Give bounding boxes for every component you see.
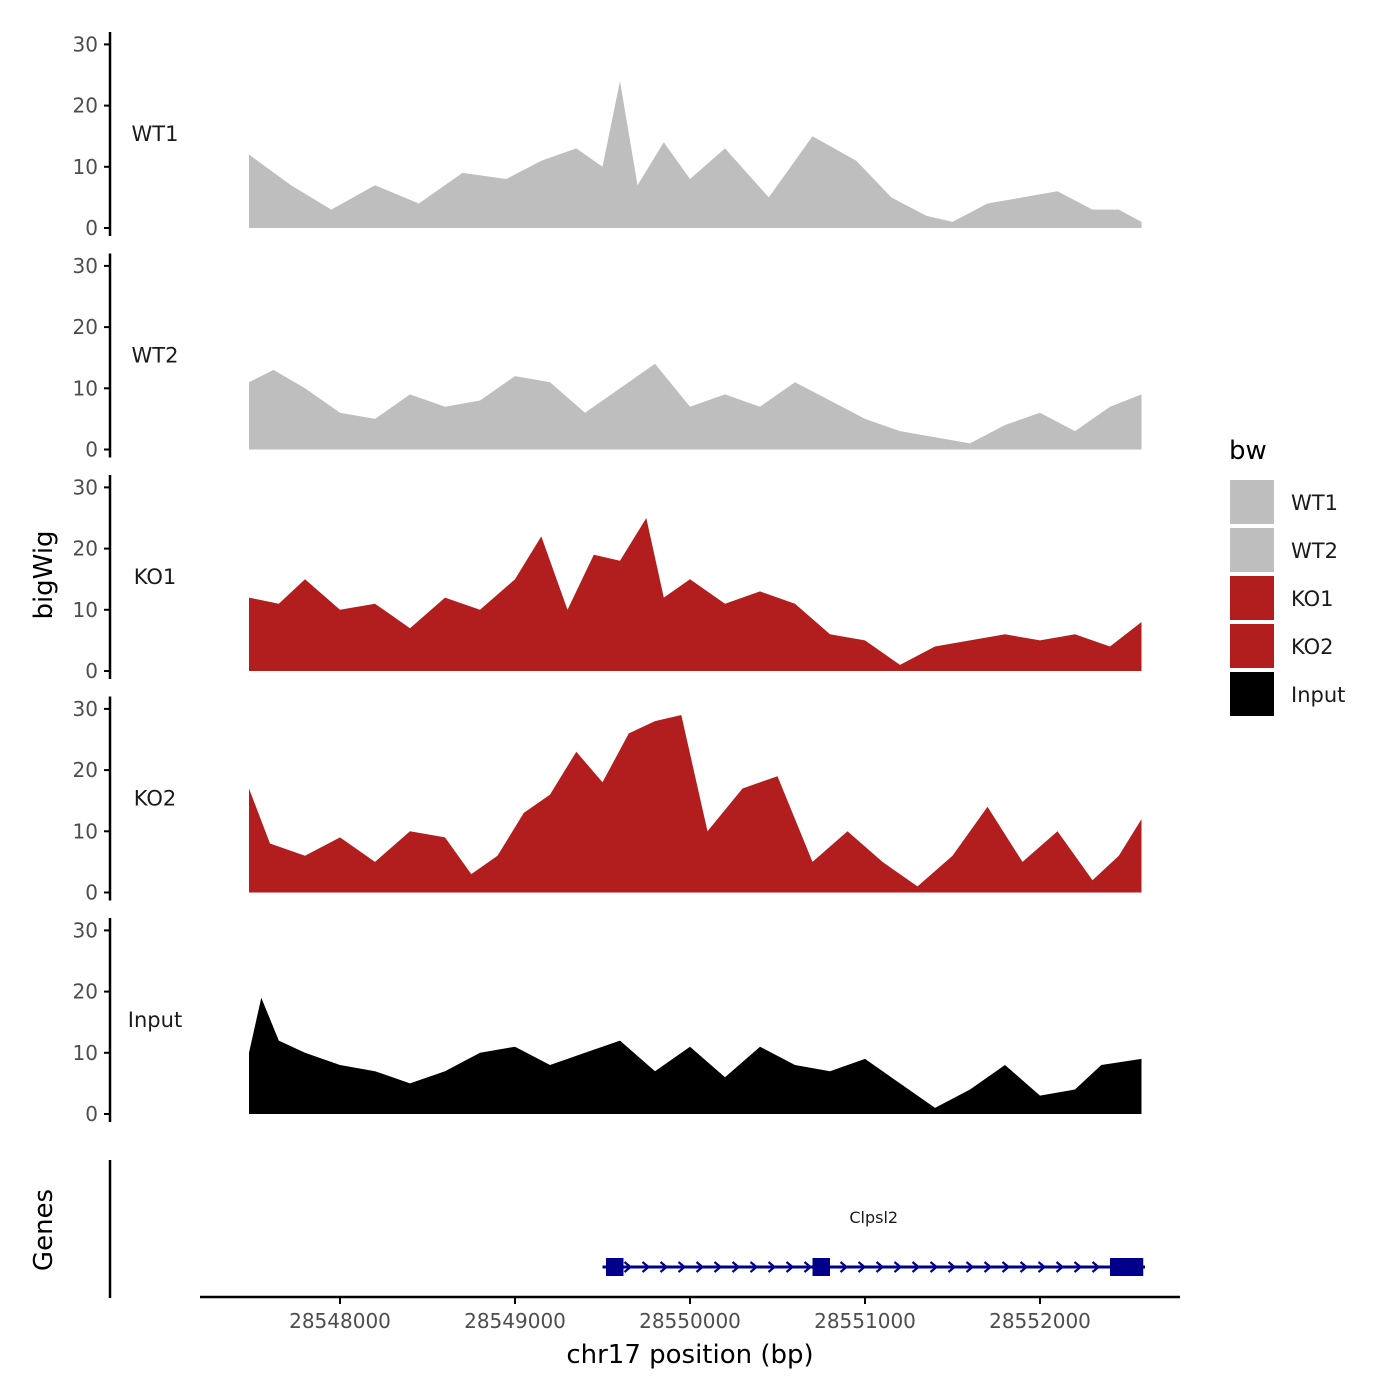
strand-arrow (1055, 1261, 1065, 1273)
y-axis-title: bigWig (29, 530, 59, 619)
legend-swatch-ko1 (1230, 576, 1274, 620)
exon (1110, 1258, 1144, 1276)
signal-area-input (249, 997, 1142, 1114)
strand-arrow (965, 1261, 975, 1273)
y-tick-label: 10 (73, 155, 98, 179)
legend-label-wt2: WT2 (1291, 539, 1338, 563)
y-tick-label: 20 (73, 980, 98, 1004)
y-tick-label: 10 (73, 598, 98, 622)
strand-arrow (641, 1261, 651, 1273)
strand-arrow (929, 1261, 939, 1273)
y-tick-label: 0 (85, 881, 98, 905)
y-tick-label: 30 (73, 475, 98, 499)
y-tick-label: 20 (73, 315, 98, 339)
x-axis: 28548000 28549000 28550000 28551000 28552000 (200, 1295, 1180, 1333)
strand-arrow (1073, 1261, 1083, 1273)
x-axis-title: chr17 position (bp) (566, 1340, 813, 1370)
x-tick-label: 28552000 (989, 1309, 1091, 1333)
legend-label-ko1: KO1 (1291, 587, 1334, 611)
strand-arrow (1019, 1261, 1029, 1273)
track-label: KO1 (134, 565, 177, 589)
y-tick-label: 30 (73, 697, 98, 721)
legend-swatch-ko2 (1230, 624, 1274, 668)
genes-axis-title: Genes (29, 1189, 59, 1271)
y-tick-label: 30 (73, 254, 98, 278)
y-tick-label: 0 (85, 438, 98, 462)
gene-label: Clpsl2 (849, 1208, 898, 1227)
y-tick-label: 20 (73, 94, 98, 118)
track-ko1: 0 10 20 30 KO1 (73, 475, 1142, 683)
y-tick-label: 0 (85, 659, 98, 683)
x-tick-label: 28550000 (639, 1309, 741, 1333)
strand-arrow (695, 1261, 705, 1273)
strand-arrow (803, 1261, 813, 1273)
strand-arrow (911, 1261, 921, 1273)
strand-arrow (947, 1261, 957, 1273)
strand-arrow (893, 1261, 903, 1273)
y-tick-label: 0 (85, 1102, 98, 1126)
strand-arrow (1091, 1261, 1101, 1273)
track-wt2: 0 10 20 30 WT2 (73, 253, 1142, 462)
strand-arrow (623, 1261, 633, 1273)
x-tick-label: 28548000 (289, 1309, 391, 1333)
track-wt1: 0 10 20 30 WT1 (73, 32, 1142, 240)
signal-area-wt1 (249, 81, 1142, 228)
legend-swatch-wt1 (1230, 480, 1274, 524)
x-tick-label: 28551000 (814, 1309, 916, 1333)
track-label: WT1 (132, 122, 179, 146)
exon (812, 1258, 830, 1276)
legend-swatch-input (1230, 672, 1274, 716)
y-tick-label: 0 (85, 216, 98, 240)
strand-arrow (749, 1261, 759, 1273)
strand-arrow (785, 1261, 795, 1273)
y-tick-label: 30 (73, 918, 98, 942)
signal-area-wt2 (249, 363, 1142, 450)
signal-area-ko2 (249, 715, 1142, 893)
strand-arrow (983, 1261, 993, 1273)
strand-arrow (659, 1261, 669, 1273)
y-tick-label: 20 (73, 758, 98, 782)
legend-swatch-wt2 (1230, 528, 1274, 572)
y-tick-label: 10 (73, 376, 98, 400)
legend-label-input: Input (1291, 683, 1345, 707)
strand-arrow (875, 1261, 885, 1273)
y-tick-label: 10 (73, 1041, 98, 1065)
exon (606, 1258, 624, 1276)
track-ko2: 0 10 20 30 KO2 (73, 696, 1142, 905)
strand-arrow (857, 1261, 867, 1273)
signal-area-ko1 (249, 518, 1142, 671)
legend: bw WT1 WT2 KO1 KO2 Input (1229, 436, 1345, 716)
track-label: WT2 (132, 344, 179, 368)
strand-arrow (839, 1261, 849, 1273)
gene-clpsl2: Clpsl2 (602, 1208, 1145, 1276)
bigwig-tracks: 0 10 20 30 WT1 0 10 20 30 WT2 0 10 20 30 KO1 0 10 20 30 KO2… (73, 32, 1142, 1126)
legend-label-wt1: WT1 (1291, 491, 1338, 515)
y-tick-label: 30 (73, 32, 98, 56)
legend-title: bw (1229, 436, 1267, 466)
strand-arrow (1001, 1261, 1011, 1273)
track-input: 0 10 20 30 Input (73, 918, 1142, 1126)
legend-label-ko2: KO2 (1291, 635, 1334, 659)
strand-arrow (1037, 1261, 1047, 1273)
track-label: Input (128, 1008, 182, 1032)
strand-arrow (713, 1261, 723, 1273)
strand-arrow (767, 1261, 777, 1273)
x-tick-label: 28549000 (464, 1309, 566, 1333)
strand-arrow (677, 1261, 687, 1273)
y-tick-label: 20 (73, 537, 98, 561)
y-tick-label: 10 (73, 819, 98, 843)
strand-arrow (731, 1261, 741, 1273)
track-label: KO2 (134, 787, 177, 811)
genes-panel: Clpsl2 (108, 1160, 1145, 1298)
